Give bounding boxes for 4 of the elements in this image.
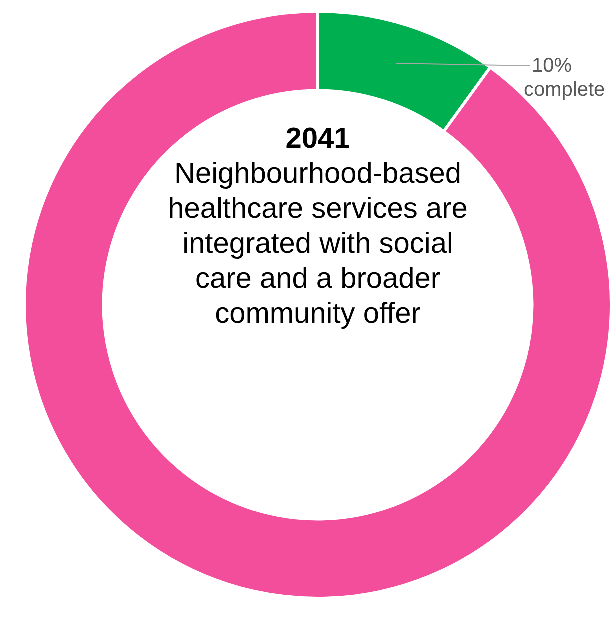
data-label: 10%: [532, 55, 572, 77]
text: 2041: [284, 122, 352, 157]
slice-label: complete: [524, 79, 606, 101]
text: Neighbourhood-based healthcare services are integrated with social care and a broader community offer: [167, 157, 469, 332]
